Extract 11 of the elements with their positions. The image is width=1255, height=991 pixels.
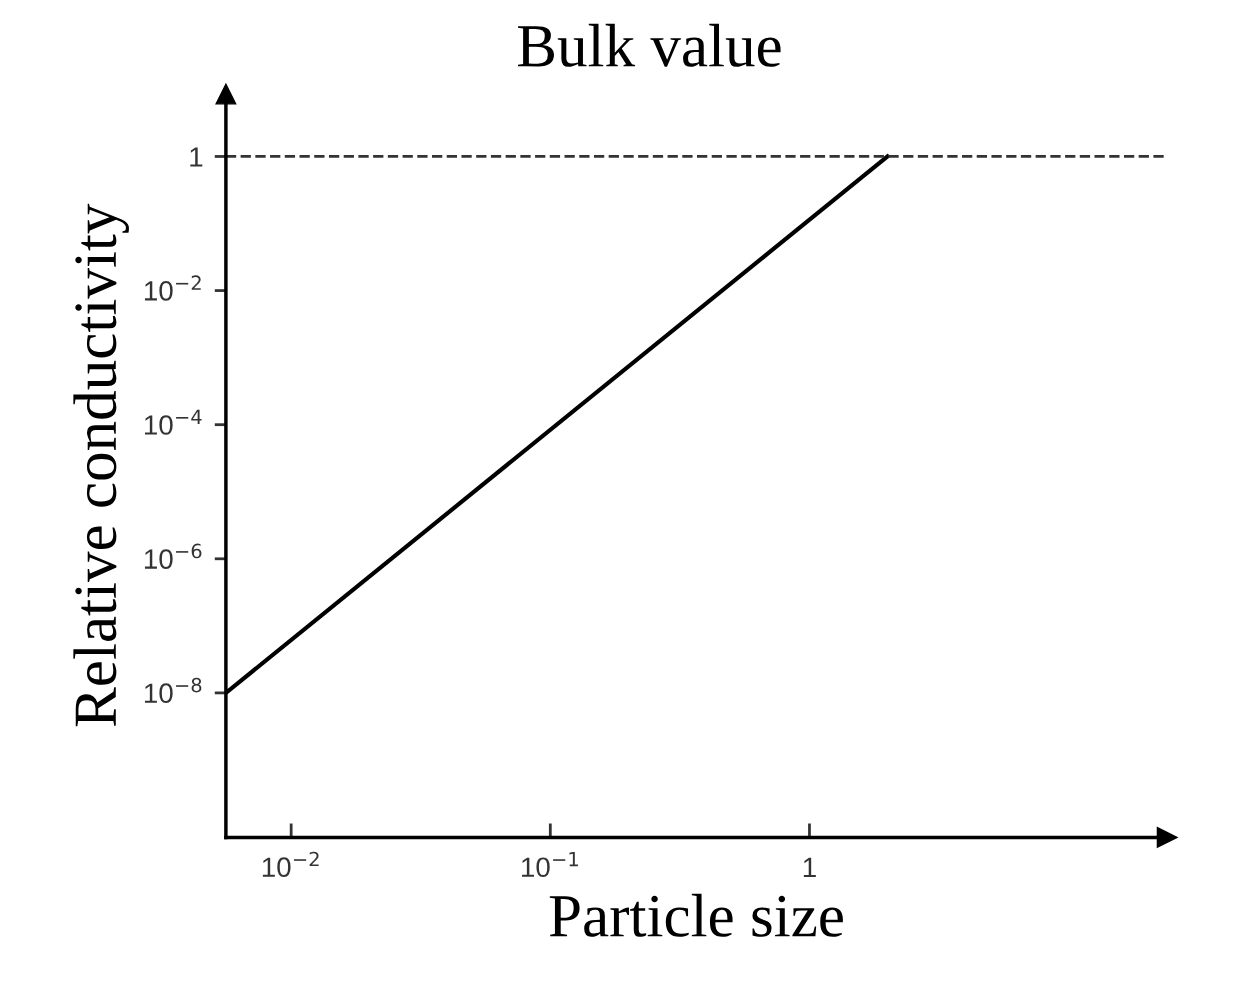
y-tick-label: 10$^{−8}$ xyxy=(144,677,202,704)
x-tick-label: 10$^{−1}$ xyxy=(522,851,578,878)
x-tick-label: 1 xyxy=(803,857,816,877)
x-tick-label: 10$^{−2}$ xyxy=(262,851,319,878)
ref-line-label: Bulk value xyxy=(517,23,781,67)
y-tick-label: 10$^{−2}$ xyxy=(144,275,201,301)
x-axis-title: Particle size xyxy=(549,893,843,937)
y-tick-label: 1 xyxy=(190,147,203,167)
y-tick-label: 10$^{−4}$ xyxy=(144,409,202,435)
y-tick-label: 10$^{−6}$ xyxy=(144,543,202,569)
y-axis-title: Relative conductivity xyxy=(73,203,129,727)
